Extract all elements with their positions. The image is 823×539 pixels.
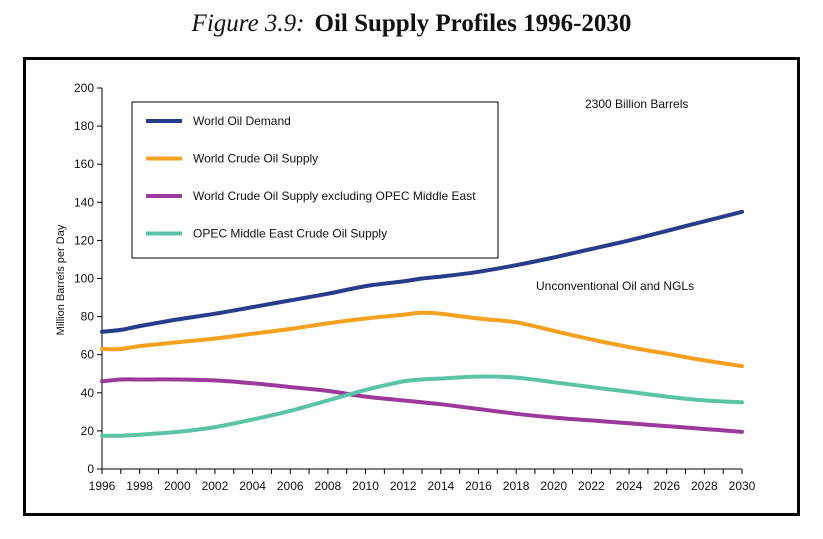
y-tick-label: 80 (81, 310, 95, 324)
y-tick-label: 200 (74, 81, 94, 95)
series-supply-excl-opec-me (100, 377, 744, 434)
x-tick-label: 2016 (465, 479, 492, 493)
y-tick-label: 120 (74, 233, 94, 247)
series-opec-me-supply (100, 374, 744, 438)
legend: World Oil Demand World Crude Oil Supply Wo… (131, 101, 499, 259)
annotation-reserves: 2300 Billion Barrels (585, 97, 688, 111)
y-tick-label: 140 (74, 195, 94, 209)
legend-label: World Crude Oil Supply (193, 152, 318, 166)
y-tick-label: 100 (74, 272, 94, 286)
y-tick-label: 20 (81, 424, 95, 438)
x-tick-label: 2004 (239, 479, 266, 493)
legend-label: World Oil Demand (193, 114, 291, 128)
axes: 0 20 40 60 80 100 120 140 160 180 200 1996 1998 2000 2… (74, 81, 756, 493)
figure-name: Oil Supply Profiles 1996-2030 (314, 10, 632, 37)
x-tick-label: 2000 (164, 479, 191, 493)
y-tick-label: 0 (87, 462, 94, 476)
x-tick-label: 1998 (126, 479, 153, 493)
x-tick-label: 2006 (277, 479, 304, 493)
y-tick-label: 160 (74, 157, 94, 171)
legend-box (131, 101, 499, 259)
x-tick-label: 2020 (540, 479, 567, 493)
x-tick-label: 2008 (315, 479, 342, 493)
x-tick-label: 2018 (503, 479, 530, 493)
y-tick-label: 40 (81, 386, 95, 400)
x-tick-label: 2026 (653, 479, 680, 493)
legend-label: OPEC Middle East Crude Oil Supply (193, 227, 387, 241)
series-world-crude-supply (100, 310, 744, 369)
series-lines (100, 209, 744, 438)
x-tick-label: 2010 (352, 479, 379, 493)
y-tick-label: 180 (74, 119, 94, 133)
x-tick-label: 2012 (390, 479, 417, 493)
series-world-oil-demand (100, 209, 744, 334)
x-tick-label: 2022 (578, 479, 605, 493)
x-tick-label: 2014 (427, 479, 454, 493)
y-tick-label: 60 (81, 348, 95, 362)
x-tick-label: 2024 (616, 479, 643, 493)
x-tick-label: 1996 (89, 479, 116, 493)
annotation-unconventional: Unconventional Oil and NGLs (536, 279, 694, 293)
y-axis-title: Million Barrels per Day (55, 224, 67, 335)
chart-frame (23, 57, 800, 516)
figure-number: Figure 3.9: (191, 10, 305, 37)
x-tick-label: 2002 (202, 479, 229, 493)
x-tick-label: 2030 (729, 479, 756, 493)
figure-title: Figure 3.9: Oil Supply Profiles 1996-2030 (0, 10, 823, 38)
legend-label: World Crude Oil Supply excluding OPEC Mi… (193, 189, 476, 203)
x-tick-label: 2028 (691, 479, 718, 493)
